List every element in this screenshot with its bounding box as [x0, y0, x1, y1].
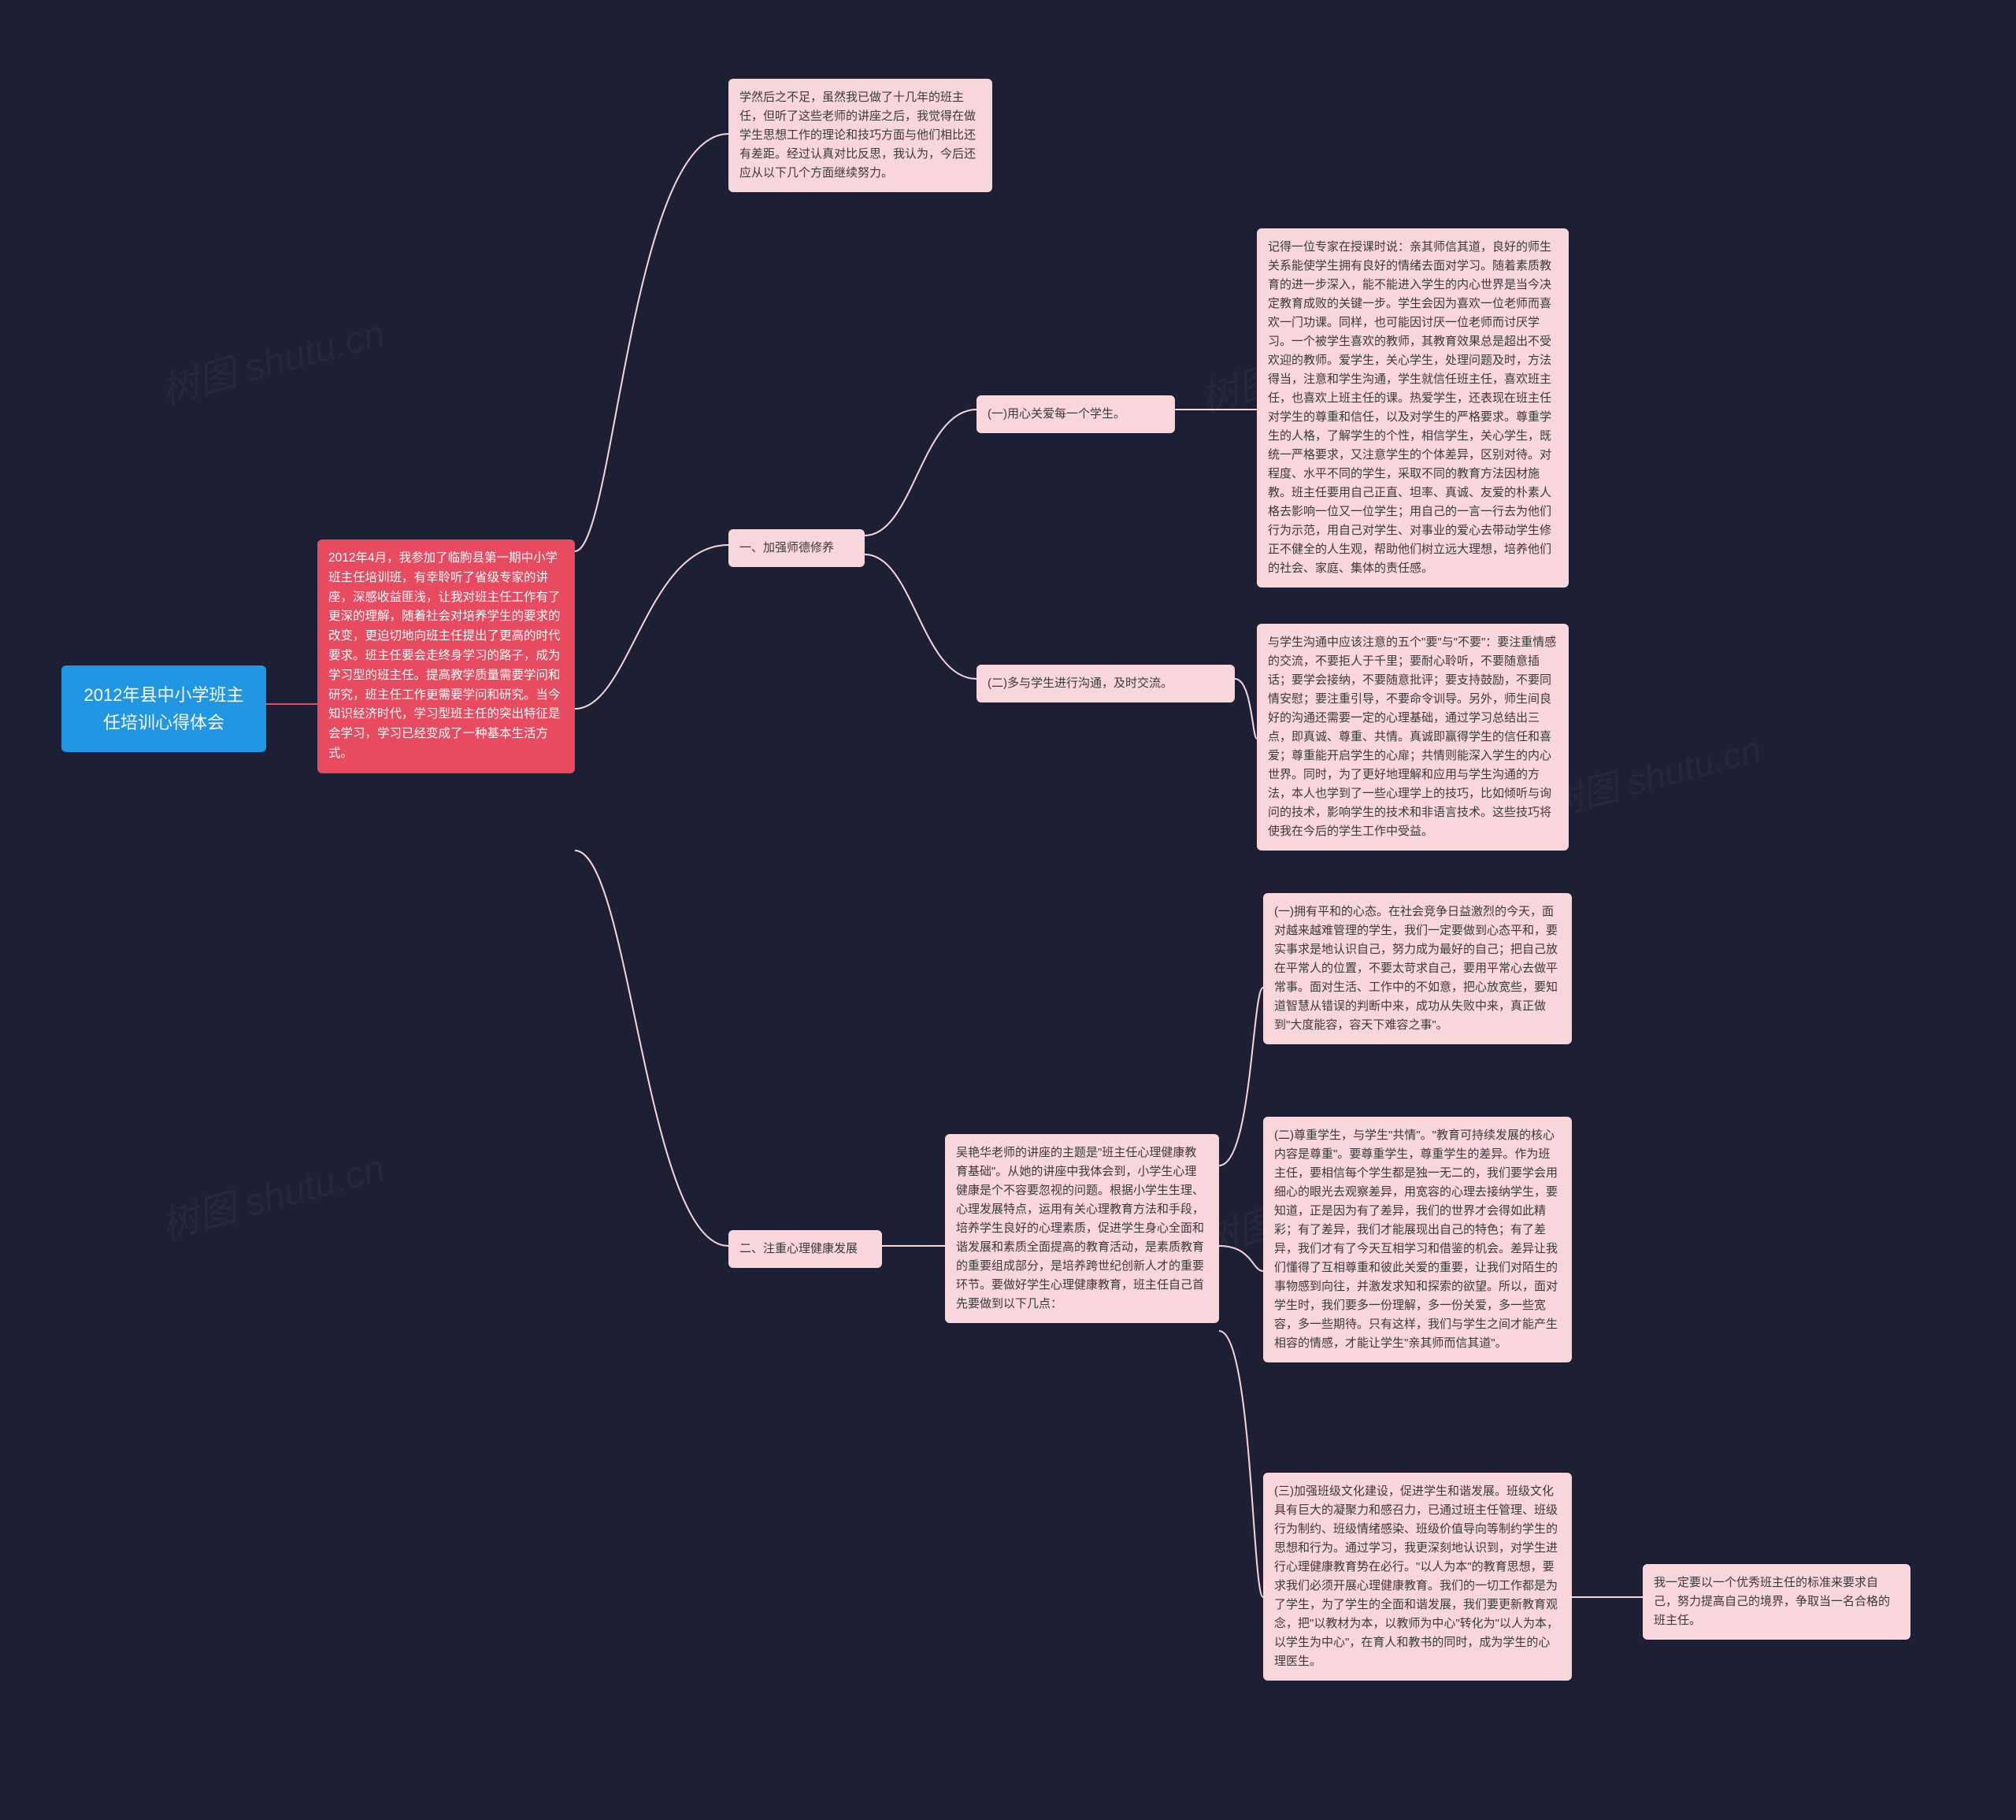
section1-item2-body[interactable]: 与学生沟通中应该注意的五个"要"与"不要"：要注重情感的交流，不要拒人于千里；要…	[1257, 624, 1569, 851]
section2-point3[interactable]: (三)加强班级文化建设，促进学生和谐发展。班级文化具有巨大的凝聚力和感召力，已通…	[1263, 1473, 1572, 1681]
section2-point1[interactable]: (一)拥有平和的心态。在社会竞争日益激烈的今天，面对越来越难管理的学生，我们一定…	[1263, 893, 1572, 1044]
section2-lead[interactable]: 吴艳华老师的讲座的主题是"班主任心理健康教育基础"。从她的讲座中我体会到，小学生…	[945, 1134, 1219, 1323]
watermark: 树图 shutu.cn	[154, 302, 390, 415]
watermark: 树图 shutu.cn	[154, 1137, 390, 1250]
section1-item1-body[interactable]: 记得一位专家在授课时说：亲其师信其道，良好的师生关系能使学生拥有良好的情绪去面对…	[1257, 228, 1569, 588]
intro-node[interactable]: 2012年4月，我参加了临朐县第一期中小学班主任培训班，有幸聆听了省级专家的讲座…	[317, 539, 575, 773]
connectors	[0, 0, 2016, 1820]
reflection-node[interactable]: 学然后之不足，虽然我已做了十几年的班主任，但听了这些老师的讲座之后，我觉得在做学…	[728, 79, 992, 192]
section1-item2-title[interactable]: (二)多与学生进行沟通，及时交流。	[976, 665, 1235, 702]
watermark: 树图 shutu.cn	[1540, 721, 1766, 828]
section2-point2[interactable]: (二)尊重学生，与学生"共情"。"教育可持续发展的核心内容是尊重"。要尊重学生，…	[1263, 1117, 1572, 1362]
root-node[interactable]: 2012年县中小学班主任培训心得体会	[61, 665, 266, 752]
section2-title[interactable]: 二、注重心理健康发展	[728, 1230, 882, 1268]
section1-item1-title[interactable]: (一)用心关爱每一个学生。	[976, 395, 1175, 433]
closing-node[interactable]: 我一定要以一个优秀班主任的标准来要求自己，努力提高自己的境界，争取当一名合格的班…	[1643, 1564, 1910, 1640]
section1-title[interactable]: 一、加强师德修养	[728, 529, 865, 567]
